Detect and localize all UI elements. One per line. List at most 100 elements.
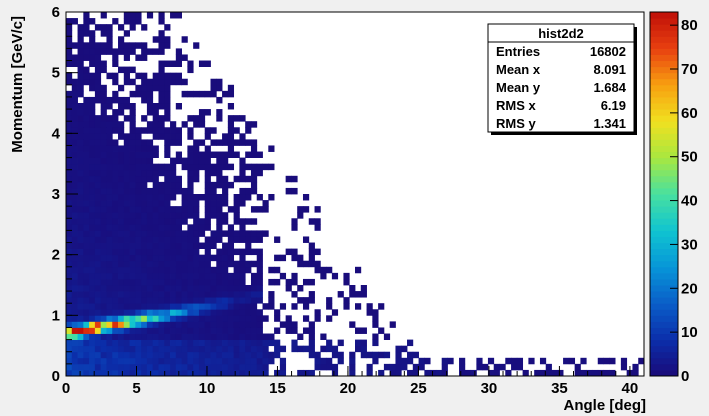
heatmap-cell (198, 285, 206, 292)
heatmap-cell (233, 236, 240, 243)
heatmap-cell (77, 315, 84, 322)
heatmap-cell (77, 218, 84, 225)
heatmap-cell (94, 345, 102, 353)
heatmap-cell (187, 327, 194, 334)
heatmap-cell (222, 351, 229, 359)
heatmap-cell (262, 363, 269, 371)
heatmap-cell (216, 315, 223, 322)
heatmap-cell (66, 339, 73, 347)
heatmap-cell (314, 224, 321, 231)
heatmap-cell (262, 369, 269, 377)
stats-row-value: 6.19 (601, 98, 626, 113)
heatmap-cell (66, 139, 73, 146)
heatmap-cell (609, 369, 616, 377)
heatmap-cell (250, 345, 258, 353)
heatmap-cell (71, 369, 78, 377)
heatmap-cell (227, 133, 235, 140)
heatmap-cell (164, 36, 171, 43)
heatmap-cell (245, 357, 252, 365)
heatmap-cell (216, 206, 223, 213)
heatmap-cell (77, 212, 84, 219)
heatmap-cell (216, 175, 223, 183)
heatmap-cell (395, 357, 402, 365)
heatmap-cell (118, 254, 125, 262)
heatmap-cell (71, 285, 78, 292)
heatmap-cell (123, 48, 130, 55)
heatmap-cell (89, 103, 96, 110)
heatmap-cell (170, 345, 177, 353)
heatmap-cell (77, 339, 84, 347)
heatmap-cell (89, 236, 96, 243)
heatmap-cell (100, 121, 107, 128)
heatmap-cell (198, 230, 206, 237)
heatmap-cell (141, 230, 148, 237)
heatmap-cell (331, 369, 339, 377)
heatmap-cell (77, 103, 84, 110)
heatmap-cell (204, 206, 211, 213)
heatmap-cell (106, 145, 113, 152)
heatmap-cell (528, 357, 535, 365)
heatmap-cell (233, 212, 240, 219)
heatmap-cell (77, 42, 84, 49)
heatmap-cell (146, 260, 154, 268)
heatmap-cell (170, 194, 177, 201)
heatmap-cell (164, 303, 171, 310)
heatmap-cell (227, 357, 235, 365)
heatmap-cell (112, 297, 119, 304)
heatmap-cell (187, 175, 194, 183)
heatmap-cell (222, 133, 229, 140)
heatmap-cell (146, 278, 154, 286)
y-tick-label: 3 (52, 186, 60, 203)
heatmap-cell (222, 242, 229, 249)
heatmap-cell (112, 206, 119, 213)
heatmap-cell (89, 212, 96, 219)
color-scale-step (650, 163, 678, 171)
heatmap-cell (77, 206, 84, 213)
heatmap-cell (204, 278, 211, 286)
heatmap-cell (164, 327, 171, 334)
heatmap-cell (77, 230, 84, 237)
heatmap-cell (146, 12, 154, 19)
heatmap-cell (66, 315, 73, 322)
heatmap-cell (198, 369, 206, 377)
heatmap-cell (141, 163, 148, 171)
heatmap-cell (89, 169, 96, 177)
heatmap-cell (129, 291, 136, 298)
heatmap-cell (158, 42, 165, 49)
heatmap-cell (71, 333, 78, 340)
heatmap-cell (158, 230, 165, 237)
heatmap-cell (262, 339, 269, 347)
heatmap-cell (112, 121, 119, 128)
heatmap-cell (187, 133, 194, 140)
heatmap-cell (372, 309, 379, 316)
heatmap-cell (170, 309, 177, 316)
heatmap-cell (193, 333, 200, 340)
heatmap-cell (71, 42, 78, 49)
heatmap-cell (152, 212, 159, 219)
heatmap-cell (66, 303, 73, 310)
heatmap-cell (268, 333, 275, 340)
heatmap-cell (77, 109, 84, 116)
heatmap-cell (227, 90, 235, 98)
heatmap-cell (100, 230, 107, 237)
heatmap-cell (227, 309, 235, 316)
heatmap-cell (256, 357, 263, 365)
heatmap-cell (198, 90, 206, 98)
heatmap-cell (71, 163, 78, 171)
heatmap-cell (181, 200, 188, 207)
heatmap-cell (106, 200, 113, 207)
heatmap-cell (193, 218, 200, 225)
heatmap-cell (256, 363, 263, 371)
heatmap-cell (175, 260, 182, 268)
heatmap-cell (158, 297, 165, 304)
heatmap-cell (94, 327, 102, 334)
heatmap-cell (233, 363, 240, 371)
heatmap-cell (210, 163, 217, 171)
heatmap-cell (239, 194, 246, 201)
heatmap-cell (89, 369, 96, 377)
heatmap-cell (250, 181, 258, 189)
heatmap-cell (123, 181, 130, 189)
heatmap-cell (360, 339, 367, 347)
heatmap-cell (193, 145, 200, 152)
heatmap-cell (170, 157, 177, 165)
